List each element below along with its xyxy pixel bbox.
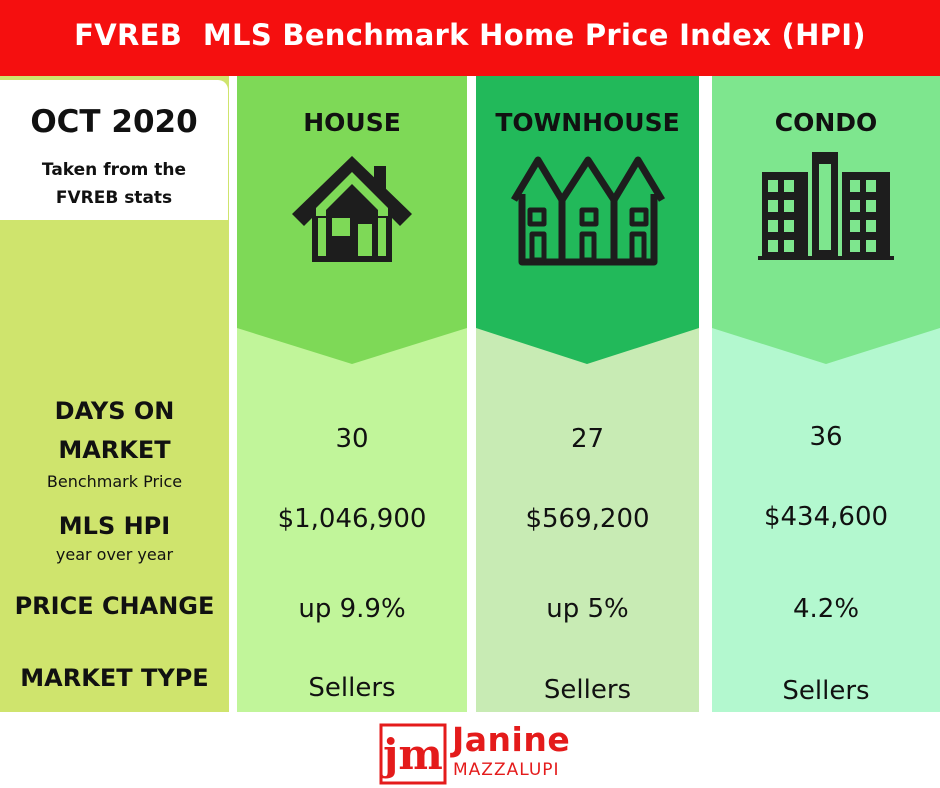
condo-building-icon [758,152,894,260]
townhouse-header-fill [476,76,699,364]
label-mls-hpi: MLS HPI [58,512,171,540]
page-title: FVREB MLS Benchmark Home Price Index (HP… [74,18,866,52]
title-banner: FVREB MLS Benchmark Home Price Index (HP… [0,0,940,76]
townhouse-price-change: up 5% [546,594,629,624]
condo-title: CONDO [774,108,878,137]
condo-mls-hpi: $434,600 [763,502,889,532]
townhouse-days-on-market: 27 [570,424,605,454]
source-line-2: FVREB stats [55,188,173,208]
label-days-on: DAYS ON [54,397,175,425]
logo-monogram: jm [379,730,443,779]
report-date: OCT 2020 [30,104,198,140]
house-market-type: Sellers [308,673,396,703]
brand-surname: MAZZALUPI [453,760,560,780]
condo-price-change: 4.2% [792,594,860,624]
house-price-change: up 9.9% [298,594,406,624]
condo-days-on-market: 36 [809,422,843,452]
label-price-change: PRICE CHANGE [14,592,215,620]
brand-name: Janine [452,720,571,759]
house-mls-hpi: $1,046,900 [277,504,427,534]
townhouse-mls-hpi: $569,200 [525,504,650,534]
house-icon [292,156,412,262]
house-title: HOUSE [303,108,401,137]
label-benchmark-price: Benchmark Price [46,472,183,491]
source-line-1: Taken from the [41,160,187,180]
townhouse-icon [510,156,666,266]
column-townhouse: TOWNHOUSE 27 $569,200 up 5% Sellers [476,76,699,712]
condo-market-type: Sellers [782,676,870,706]
townhouse-column-background [476,76,699,712]
janine-mazzalupi-logo-icon: jm [379,723,447,785]
date-info-box: OCT 2020 Taken from the FVREB stats [0,80,228,220]
townhouse-market-type: Sellers [543,675,632,705]
label-year-over-year: year over year [55,545,174,564]
label-market: MARKET [58,436,171,464]
column-house: HOUSE 30 $1,046,900 up 9.9% Sellers [237,76,467,712]
column-condo: CONDO 36 $434,600 4.2% Sellers [712,76,940,712]
house-days-on-market: 30 [335,424,369,454]
townhouse-title: TOWNHOUSE [495,108,680,137]
label-market-type: MARKET TYPE [20,664,209,692]
